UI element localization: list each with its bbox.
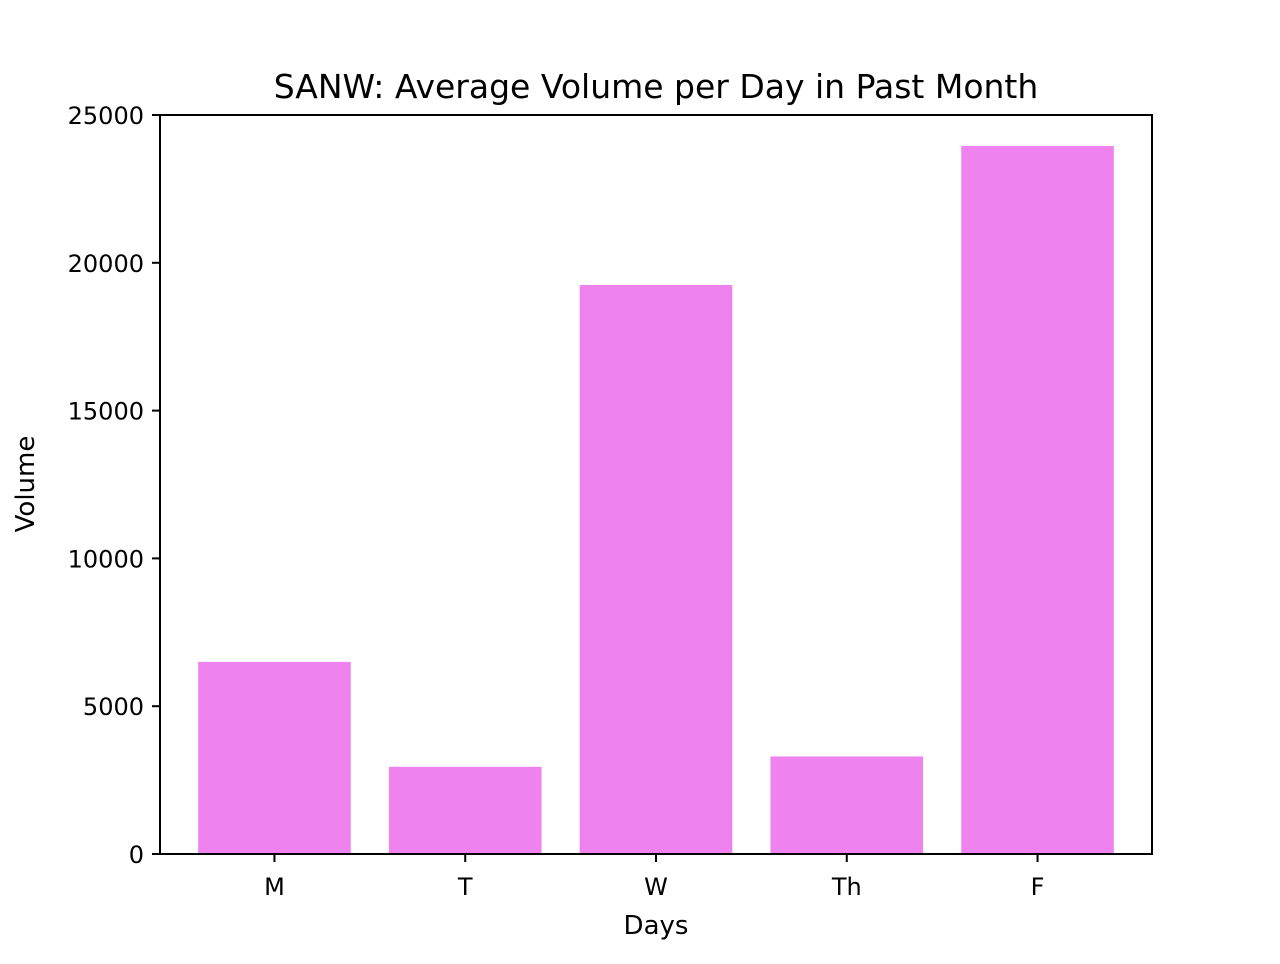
y-axis-label: Volume [11,436,41,533]
y-tick-label: 20000 [68,250,144,278]
x-tick-label: Th [831,873,862,901]
y-tick-label: 5000 [83,693,144,721]
x-axis-label: Days [624,911,689,941]
bar-t [388,766,542,854]
y-tick-label: 10000 [68,545,144,573]
bar-f [961,146,1114,855]
y-axis-ticks: 0 5000 10000 15000 20000 25000 [68,102,160,869]
x-tick-label: W [644,873,668,901]
x-axis-ticks: M T W Th F [264,854,1044,901]
plot-frame [159,114,1153,855]
chart-title: SANW: Average Volume per Day in Past Mon… [274,67,1039,106]
bar-m [198,661,351,854]
y-tick-label: 0 [129,841,144,869]
y-tick-label: 25000 [68,102,144,130]
y-tick-label: 15000 [68,398,144,426]
x-tick-label: M [264,873,285,901]
bar-w [579,284,733,855]
x-tick-label: T [457,873,473,901]
bar-th [770,756,924,854]
bars-layer [198,146,1114,855]
x-tick-label: F [1031,873,1045,901]
